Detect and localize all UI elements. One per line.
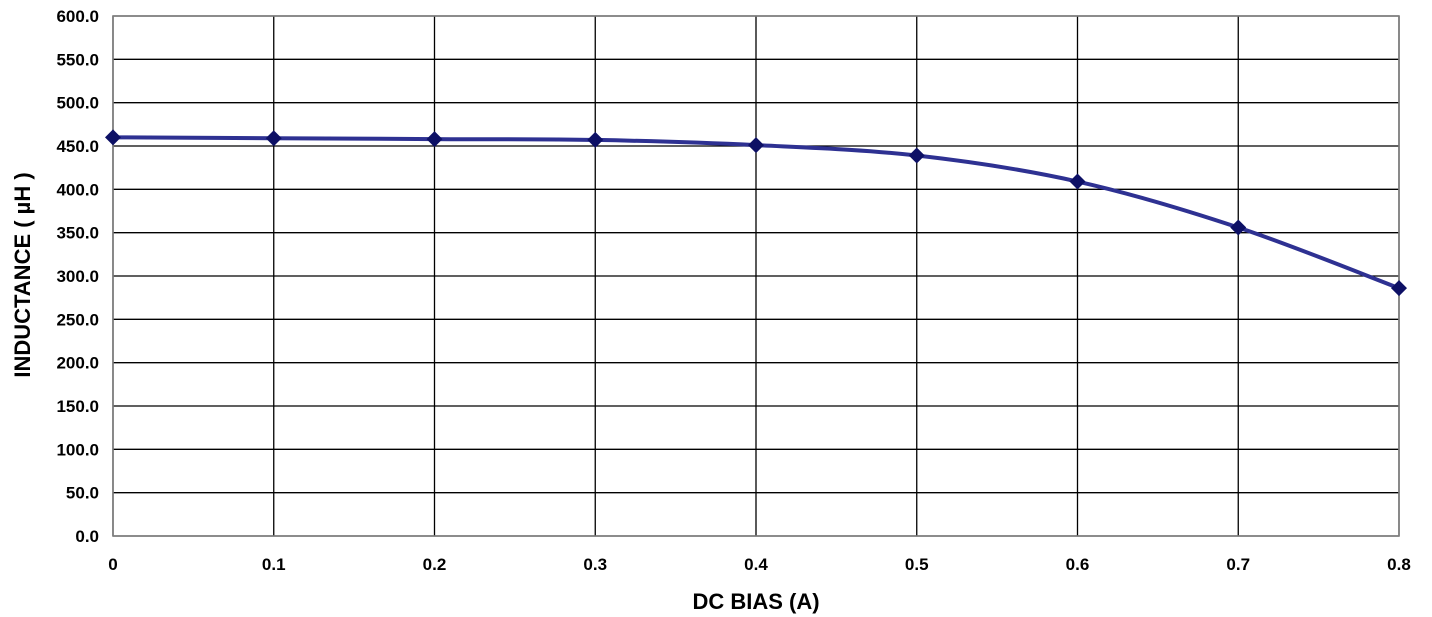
x-axis-title: DC BIAS (A) <box>692 589 819 614</box>
x-tick-label: 0.4 <box>744 555 768 574</box>
x-tick-label: 0.2 <box>423 555 447 574</box>
data-point-marker <box>105 129 121 146</box>
x-tick-label: 0.5 <box>905 555 929 574</box>
series-layer <box>105 129 1407 297</box>
y-tick-label: 600.0 <box>56 7 99 26</box>
y-tick-label: 0.0 <box>75 527 99 546</box>
data-point-marker <box>748 137 764 154</box>
y-tick-label: 300.0 <box>56 267 99 286</box>
x-tick-label: 0.1 <box>262 555 286 574</box>
data-point-marker <box>1069 173 1086 190</box>
y-tick-label: 400.0 <box>56 180 99 199</box>
x-tick-label: 0 <box>108 555 117 574</box>
y-axis-title: INDUCTANCE ( µH ) <box>10 172 35 377</box>
data-point-marker <box>1230 219 1247 236</box>
y-tick-label: 350.0 <box>56 224 99 243</box>
data-point-marker <box>1391 280 1407 297</box>
y-tick-label: 100.0 <box>56 440 99 459</box>
y-tick-label: 250.0 <box>56 310 99 329</box>
x-tick-label: 0.7 <box>1226 555 1250 574</box>
y-tick-label: 500.0 <box>56 94 99 113</box>
x-tick-label: 0.3 <box>583 555 607 574</box>
x-axis-ticks: 0 0.1 0.2 0.3 0.4 0.5 0.6 0.7 0.8 <box>108 555 1411 574</box>
y-tick-label: 200.0 <box>56 354 99 373</box>
y-tick-label: 150.0 <box>56 397 99 416</box>
y-axis-ticks: 0.0 50.0 100.0 150.0 200.0 250.0 300.0 350.0 400… <box>56 7 99 546</box>
y-tick-label: 450.0 <box>56 137 99 156</box>
x-tick-label: 0.8 <box>1387 555 1411 574</box>
data-point-marker <box>265 130 282 147</box>
x-tick-label: 0.6 <box>1066 555 1090 574</box>
y-tick-label: 50.0 <box>66 484 99 503</box>
data-point-marker <box>587 131 604 148</box>
grid <box>112 15 1400 537</box>
y-tick-label: 550.0 <box>56 50 99 69</box>
data-point-marker <box>426 131 443 148</box>
data-point-marker <box>908 147 925 164</box>
plot-border <box>112 15 1400 537</box>
